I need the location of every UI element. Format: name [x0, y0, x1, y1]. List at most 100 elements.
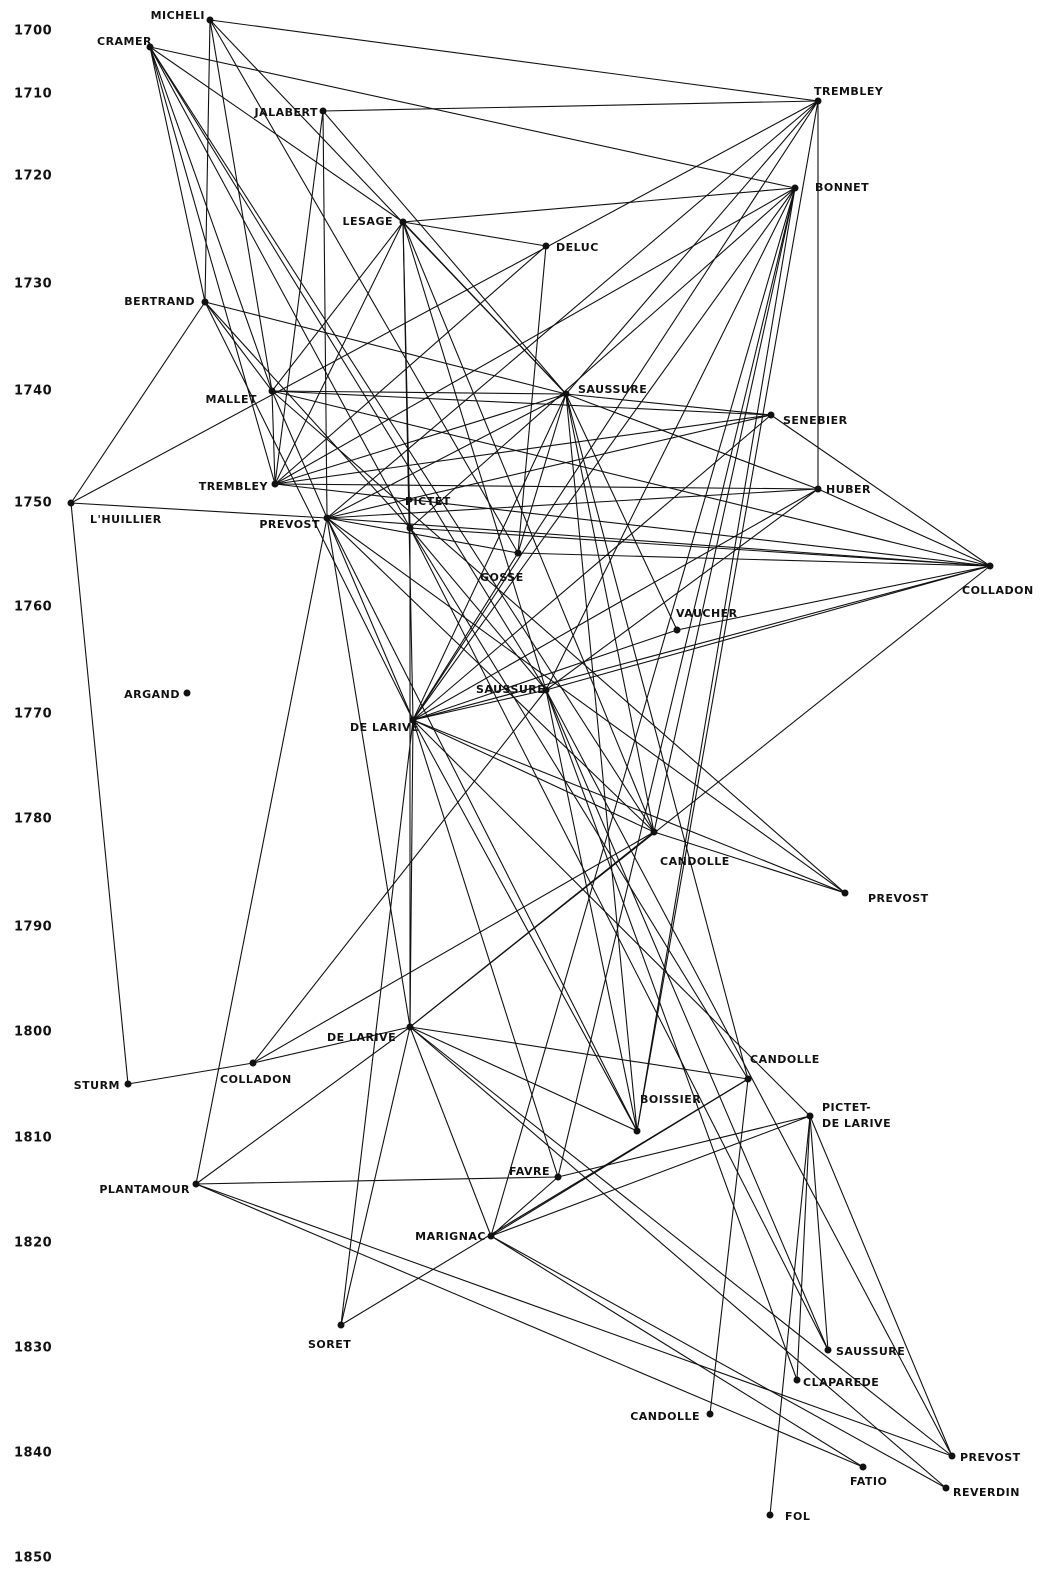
edge	[409, 1026, 947, 1489]
node	[487, 1232, 495, 1240]
node-label: MARIGNAC	[415, 1230, 486, 1243]
node	[673, 626, 681, 634]
edge	[271, 221, 404, 392]
node-label: SORET	[308, 1338, 351, 1351]
edge	[517, 245, 547, 554]
node	[814, 97, 822, 105]
edge	[517, 393, 567, 554]
node	[814, 485, 822, 493]
edge	[70, 100, 819, 504]
edge	[402, 221, 547, 247]
node-label: VAUCHER	[676, 607, 738, 620]
node	[859, 1463, 867, 1471]
node	[542, 686, 550, 694]
edge	[636, 100, 819, 1132]
node	[406, 524, 414, 532]
edge	[409, 1026, 492, 1237]
node	[268, 387, 276, 395]
node-label: FAVRE	[509, 1165, 550, 1178]
edge	[252, 831, 655, 1064]
edge	[149, 46, 404, 223]
node	[791, 184, 799, 192]
node-label: JALABERT	[253, 106, 318, 119]
edge	[326, 517, 846, 894]
year-label: 1740	[14, 384, 52, 399]
node-label: CANDOLLE	[630, 1410, 700, 1423]
node	[948, 1452, 956, 1460]
node	[323, 514, 331, 522]
edge	[326, 393, 567, 519]
edge	[809, 1115, 953, 1457]
edge	[412, 719, 655, 833]
edge	[340, 1026, 411, 1326]
edge	[409, 831, 655, 1028]
edge	[709, 1078, 749, 1415]
node	[192, 1180, 200, 1188]
edge	[274, 110, 324, 485]
node	[542, 242, 550, 250]
node-label: BERTRAND	[124, 295, 195, 308]
edge	[409, 1026, 953, 1457]
edge	[545, 187, 796, 691]
node-label: PLANTAMOUR	[99, 1183, 190, 1196]
year-label: 1710	[14, 87, 52, 102]
edge	[409, 527, 547, 691]
edge	[412, 719, 811, 1117]
edge	[209, 19, 819, 102]
edge	[402, 221, 411, 529]
edge	[271, 390, 328, 519]
edge	[195, 1183, 864, 1468]
edge	[271, 390, 772, 416]
edge	[271, 390, 276, 485]
edge	[209, 19, 273, 392]
edge	[149, 46, 206, 303]
edge	[326, 517, 519, 554]
node-label: MICHELI	[151, 9, 205, 22]
edge	[412, 414, 772, 721]
edge	[326, 517, 414, 721]
edge	[274, 483, 991, 567]
edge	[271, 390, 846, 894]
edge	[565, 393, 819, 490]
edge	[252, 1026, 411, 1064]
node-label: SAUSSURE	[836, 1345, 905, 1358]
edge	[402, 221, 567, 395]
edge	[322, 110, 328, 519]
year-label: 1730	[14, 277, 52, 292]
node-label: PICTET-	[822, 1101, 871, 1114]
edge	[326, 517, 991, 567]
edge	[545, 689, 798, 1381]
edge	[653, 187, 796, 833]
node-label: REVERDIN	[953, 1486, 1020, 1499]
edge	[409, 527, 829, 1351]
node	[793, 1376, 801, 1384]
year-label: 1780	[14, 812, 52, 827]
node-label: BONNET	[815, 181, 869, 194]
edge	[809, 1115, 829, 1351]
edge	[565, 393, 655, 833]
edge	[195, 1176, 559, 1185]
edge	[326, 517, 655, 833]
node-label: FATIO	[850, 1475, 887, 1488]
edge	[412, 565, 991, 721]
edge	[326, 488, 819, 519]
node	[124, 1080, 132, 1088]
node-label: PREVOST	[868, 892, 929, 905]
node-label: COLLADON	[220, 1073, 292, 1086]
node	[706, 1410, 714, 1418]
node	[766, 1511, 774, 1519]
edge	[557, 1115, 811, 1178]
edge	[149, 46, 411, 529]
node-label: PREVOST	[960, 1451, 1021, 1464]
edge	[676, 565, 991, 631]
node	[206, 16, 214, 24]
edge	[565, 393, 772, 416]
node	[249, 1059, 257, 1067]
edge	[402, 187, 796, 223]
edge	[274, 187, 796, 485]
node	[841, 889, 849, 897]
edge	[412, 393, 567, 721]
edge	[412, 719, 559, 1178]
edge	[326, 414, 772, 519]
edge	[252, 689, 547, 1064]
